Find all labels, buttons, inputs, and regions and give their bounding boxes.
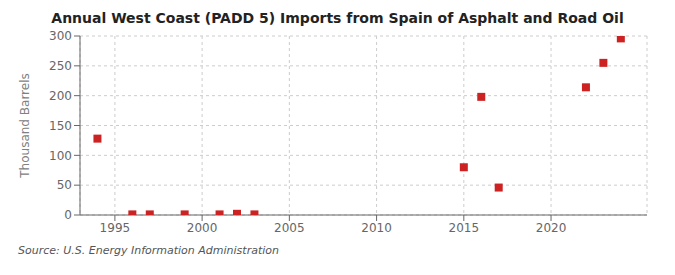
- svg-text:100: 100: [49, 149, 72, 163]
- svg-text:2005: 2005: [274, 221, 305, 235]
- html-text:Source: U.S. Energy Informatio: Source: U.S. Energy Information Administ…: [18, 244, 279, 257]
- svg-text:300: 300: [49, 29, 72, 43]
- svg-text:150: 150: [49, 119, 72, 133]
- svg-text:250: 250: [49, 59, 72, 73]
- svg-text:2020: 2020: [536, 221, 567, 235]
- svg-text:2010: 2010: [361, 221, 392, 235]
- svg-text:2015: 2015: [449, 221, 480, 235]
- html-text:Annual West Coast (PADD 5) Imp: Annual West Coast (PADD 5) Imports from …: [51, 10, 624, 26]
- svg-text:Thousand Barrels: Thousand Barrels: [18, 73, 32, 178]
- svg-text:1995: 1995: [100, 221, 131, 235]
- svg-text:2000: 2000: [187, 221, 218, 235]
- svg-text:0: 0: [64, 208, 72, 222]
- svg-text:200: 200: [49, 89, 72, 103]
- svg-text:50: 50: [57, 178, 72, 192]
